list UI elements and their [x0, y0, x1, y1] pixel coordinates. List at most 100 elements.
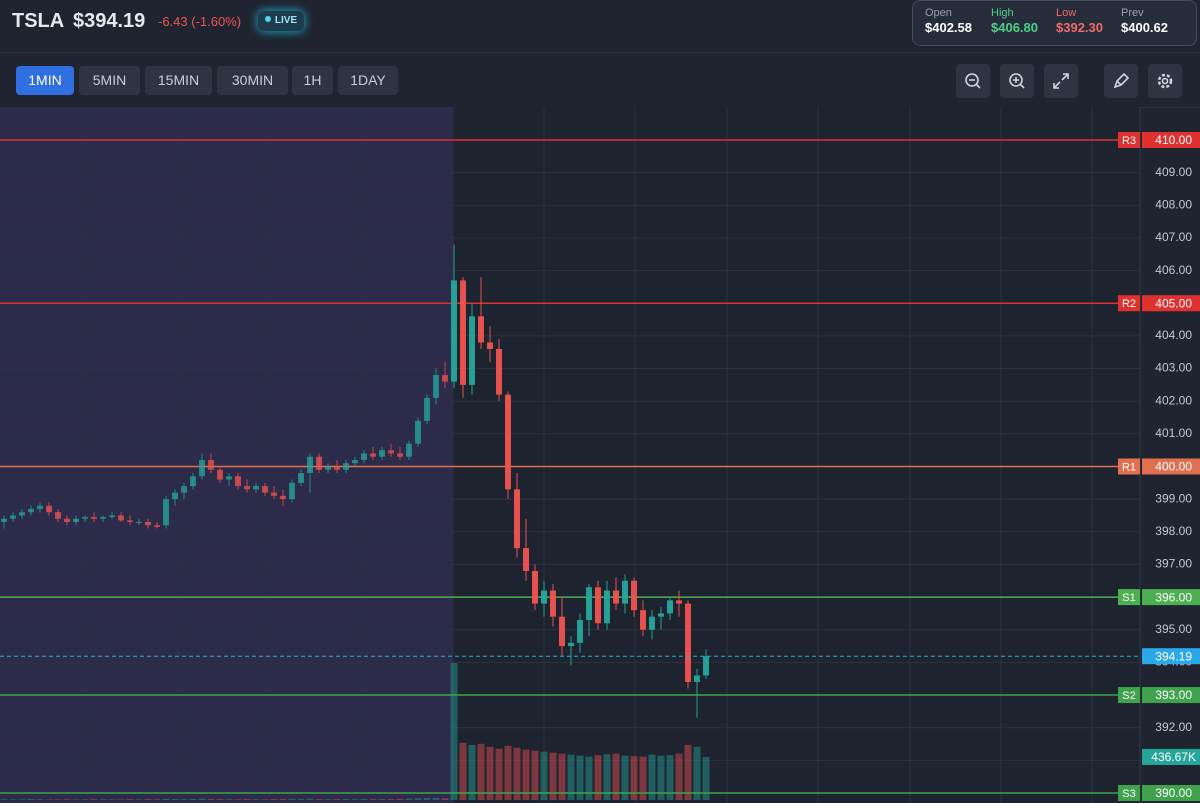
candle-body [235, 476, 241, 487]
interval-button[interactable]: 1MIN [16, 66, 74, 95]
volume-bar [162, 798, 170, 800]
candle-body [640, 610, 646, 630]
volume-bar [495, 748, 503, 800]
candle-body [559, 616, 565, 647]
last-price-label: 394.19 [1155, 649, 1192, 663]
candle-body [487, 342, 493, 349]
volume-bar [468, 744, 476, 800]
level-name: S2 [1122, 690, 1135, 702]
toolbar: 1MIN 5MIN 15MIN 30MIN 1H 1DAY [0, 53, 1200, 108]
volume-bar [522, 749, 530, 800]
candle-body [64, 518, 70, 523]
volume-bar [576, 755, 584, 800]
y-tick-label: 401.00 [1155, 426, 1192, 440]
level-name-badge [1118, 785, 1140, 801]
candle-body [208, 459, 214, 470]
candle-body [37, 505, 43, 509]
volume-bar [612, 753, 620, 800]
candle-body [55, 512, 61, 519]
y-tick-label: 395.00 [1155, 622, 1192, 636]
level-name-badge [1118, 132, 1140, 148]
volume-bar [171, 799, 179, 800]
volume-bar [18, 799, 26, 800]
candle-body [361, 453, 367, 460]
volume-bar [189, 798, 197, 800]
candle-body [244, 486, 250, 490]
volume-bar [216, 799, 224, 800]
candle-body [91, 517, 97, 519]
interval-button[interactable]: 15MIN [145, 66, 212, 95]
volume-bar [396, 798, 404, 800]
volume-bar [117, 799, 125, 800]
candle-body [703, 656, 709, 676]
interval-button[interactable]: 5MIN [79, 66, 140, 95]
volume-bar [594, 755, 602, 800]
volume-bar [324, 799, 332, 800]
interval-button[interactable]: 30MIN [217, 66, 288, 95]
volume-bar [585, 756, 593, 800]
candle-body [181, 486, 187, 493]
price-change: -6.43 (-1.60%) [158, 14, 242, 29]
level-name: S1 [1122, 592, 1135, 604]
volume-bar [459, 742, 467, 800]
candle-body [253, 486, 259, 490]
candle-body [217, 469, 223, 480]
premarket-shade [0, 107, 453, 803]
volume-bar [369, 798, 377, 800]
candle-body [226, 476, 232, 480]
volume-bar [405, 798, 413, 800]
y-tick-label: 392.00 [1155, 720, 1192, 734]
candle-body [127, 520, 133, 523]
zoom-in-button[interactable] [1000, 64, 1034, 98]
interval-button[interactable]: 1DAY [338, 66, 398, 95]
volume-bar [81, 799, 89, 800]
candle-body [199, 459, 205, 477]
chart: 391.00392.00394.00395.00397.00398.00399.… [0, 107, 1200, 803]
volume-bar [144, 799, 152, 800]
volume-bar [243, 799, 251, 800]
level-name: R1 [1122, 461, 1136, 473]
zoom-out-button[interactable] [956, 64, 990, 98]
candle-body [568, 642, 574, 647]
fullscreen-button[interactable] [1044, 64, 1078, 98]
volume-bar [0, 799, 8, 800]
candle-body [46, 505, 52, 513]
candle-body [433, 375, 439, 398]
volume-bar [603, 754, 611, 800]
level-name: S3 [1122, 788, 1135, 800]
volume-bar [207, 799, 215, 800]
volume-bar [477, 743, 485, 800]
volume-badge [1142, 748, 1200, 765]
volume-bar [225, 799, 233, 800]
y-tick-label: 399.00 [1155, 491, 1192, 505]
candle-body [262, 486, 268, 493]
volume-bar [657, 755, 665, 800]
volume-bar [675, 753, 683, 800]
candle-body [190, 476, 196, 487]
fullscreen-icon [1053, 73, 1069, 89]
volume-bar [702, 756, 710, 800]
draw-button[interactable] [1104, 64, 1138, 98]
candle-body [478, 316, 484, 343]
stat: High $406.80 [991, 7, 1038, 35]
zoom-out-icon [965, 73, 981, 89]
candle-body [334, 466, 340, 470]
level-value-badge [1142, 589, 1200, 606]
volume-bar [567, 754, 575, 800]
volume-bar [423, 798, 431, 800]
symbol: TSLA [12, 10, 65, 32]
settings-button[interactable] [1148, 64, 1182, 98]
candle-body [532, 570, 538, 604]
volume-bar [315, 799, 323, 800]
candle-body [172, 492, 178, 500]
volume-bar [540, 751, 548, 800]
volume-bar [333, 799, 341, 800]
level-value-badge [1142, 458, 1200, 475]
candle-body [415, 420, 421, 444]
candle-body [10, 515, 16, 519]
candle-body [271, 492, 277, 496]
level-name-badge [1118, 458, 1140, 475]
interval-button[interactable]: 1H [292, 66, 333, 95]
volume-bar [36, 799, 44, 800]
